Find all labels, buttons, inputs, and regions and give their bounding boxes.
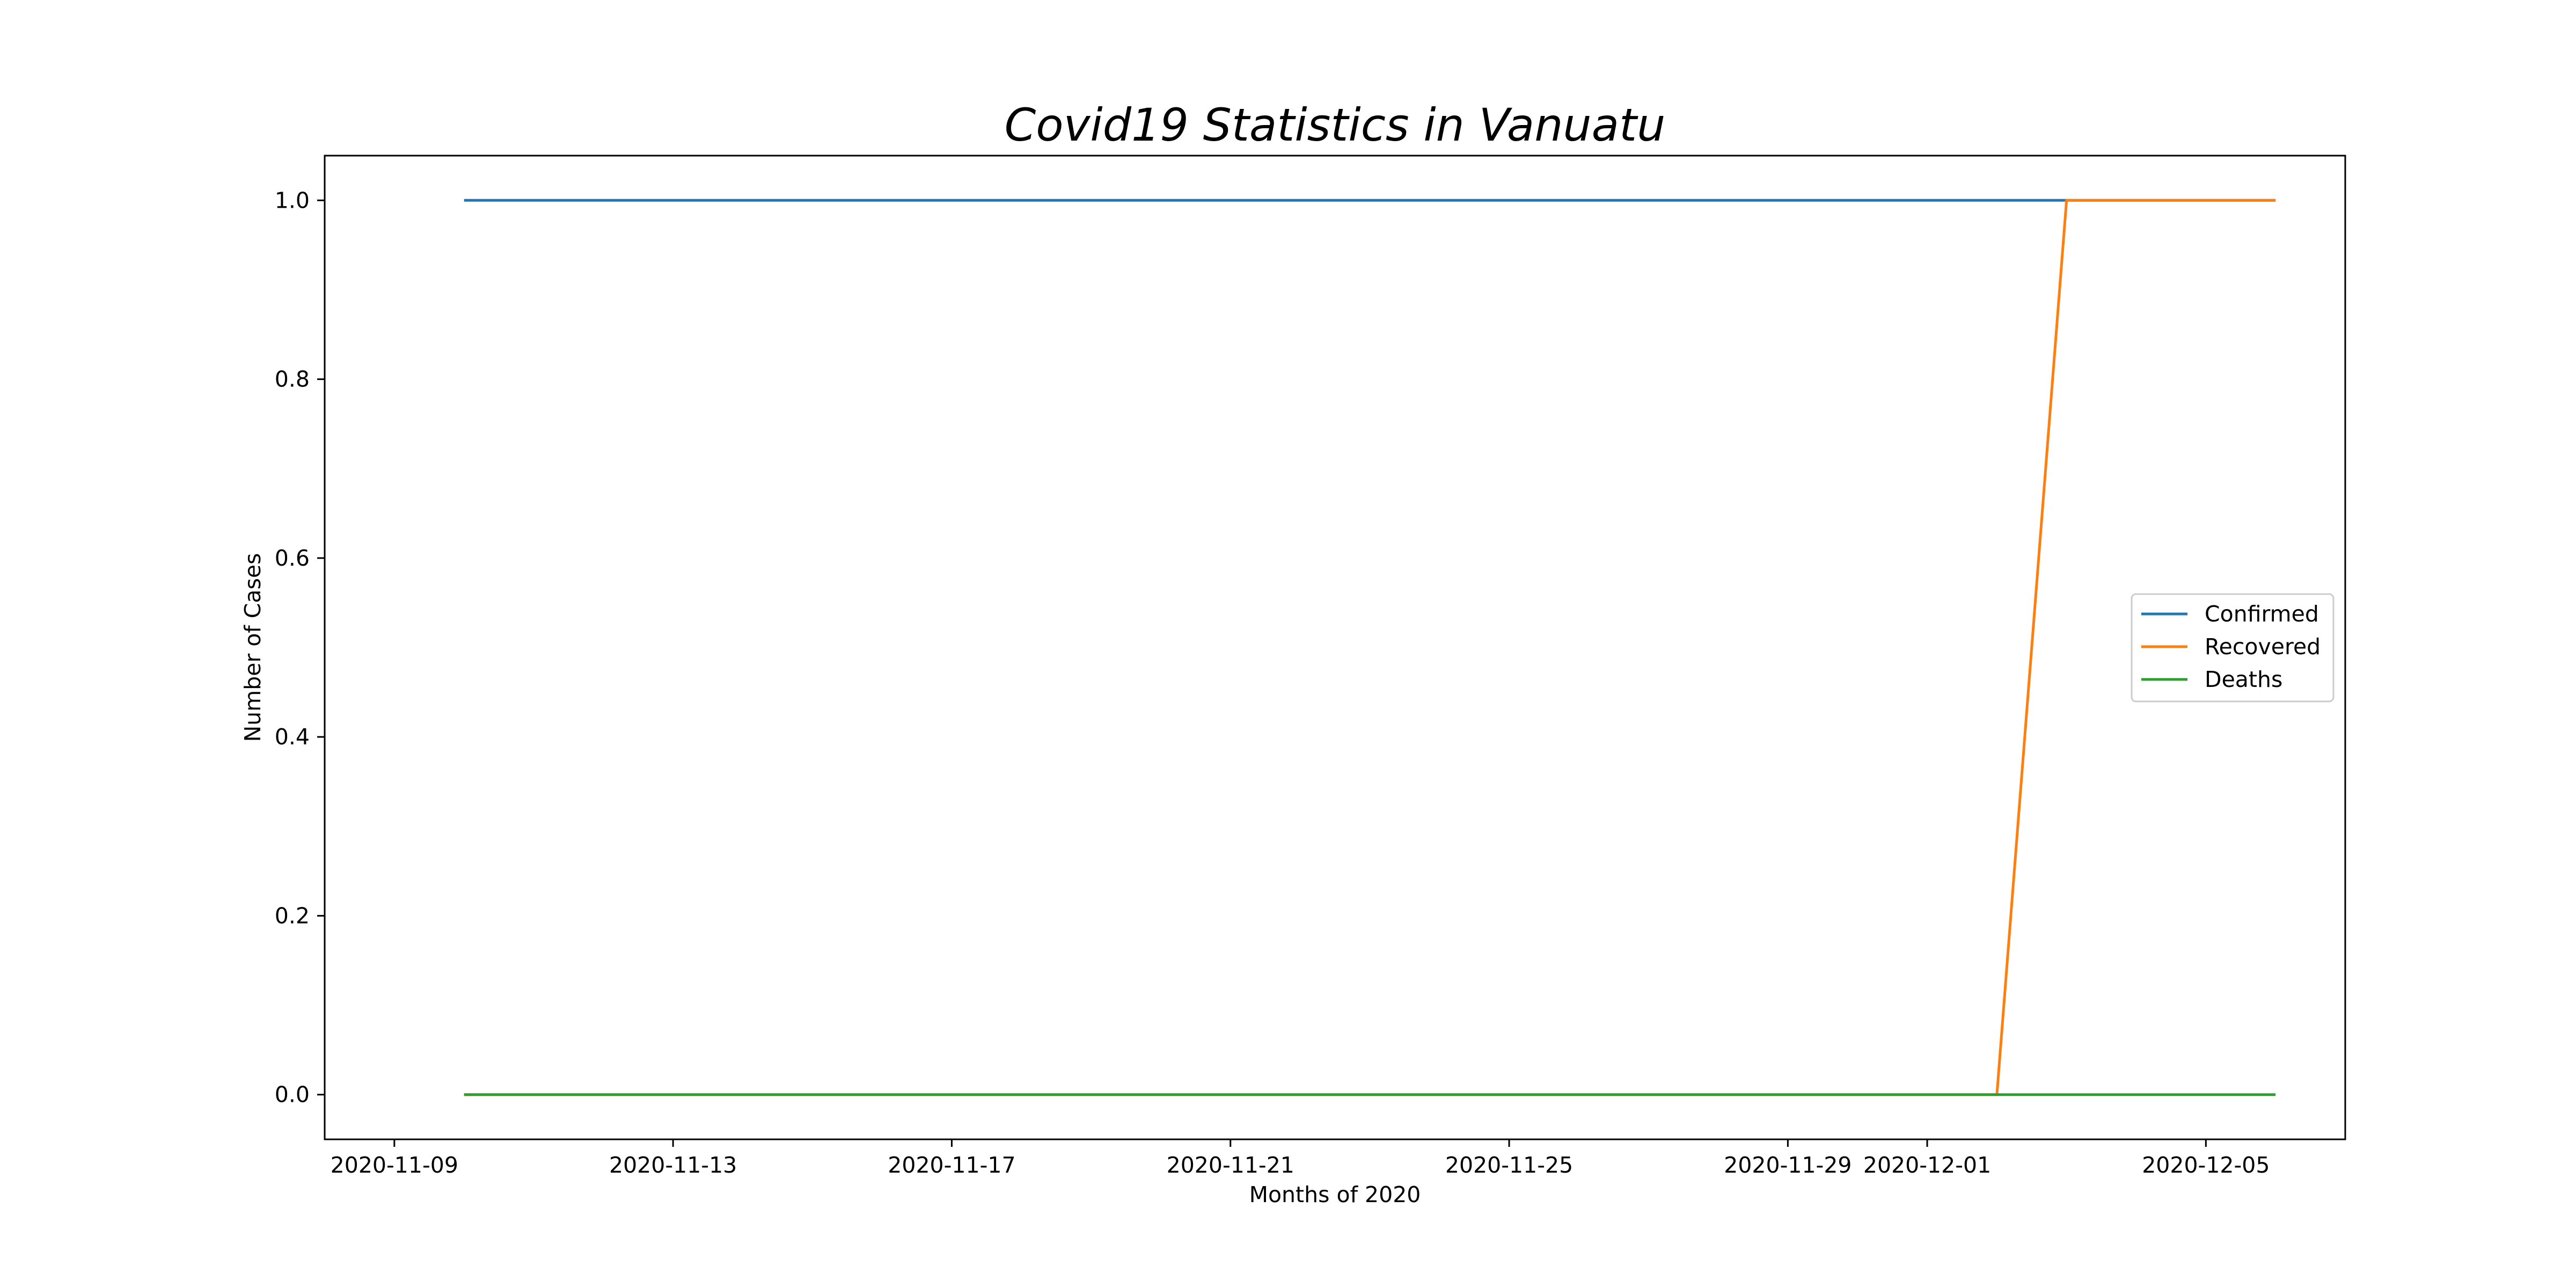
legend-label-deaths: Deaths: [2205, 667, 2282, 692]
y-tick-label: 0.2: [275, 903, 310, 928]
y-tick-label: 0.4: [275, 724, 310, 750]
x-tick-label: 2020-12-05: [2142, 1152, 2270, 1178]
y-axis: 0.0 0.2 0.4 0.6 0.8 1.0: [275, 187, 325, 1108]
plot-frame: [324, 155, 2346, 1140]
x-axis-label: Months of 2020: [1249, 1182, 1421, 1208]
y-tick-label: 1.0: [275, 187, 310, 213]
y-tick-label: 0.0: [275, 1082, 310, 1108]
x-tick-label: 2020-11-25: [1445, 1152, 1573, 1178]
y-tick-label: 0.6: [275, 545, 310, 571]
legend-box: [2131, 593, 2334, 702]
series-layer: [464, 199, 2276, 1096]
x-axis: 2020-11-09 2020-11-13 2020-11-17 2020-11-21…: [331, 1139, 2270, 1178]
x-tick-label: 2020-12-01: [1863, 1152, 1991, 1178]
legend-label-confirmed: Confirmed: [2205, 601, 2319, 627]
legend-label-recovered: Recovered: [2205, 634, 2321, 660]
x-tick-label: 2020-11-09: [331, 1152, 458, 1178]
x-tick-label: 2020-11-21: [1167, 1152, 1294, 1178]
legend: Confirmed Recovered Deaths: [2131, 593, 2334, 702]
chart-title: Covid19 Statistics in Vanuatu: [1005, 99, 1666, 151]
x-tick-label: 2020-11-29: [1724, 1152, 1851, 1178]
y-tick-label: 0.8: [275, 367, 310, 392]
x-tick-label: 2020-11-17: [888, 1152, 1015, 1178]
y-axis-label: Number of Cases: [240, 553, 266, 742]
x-tick-label: 2020-11-13: [609, 1152, 737, 1178]
